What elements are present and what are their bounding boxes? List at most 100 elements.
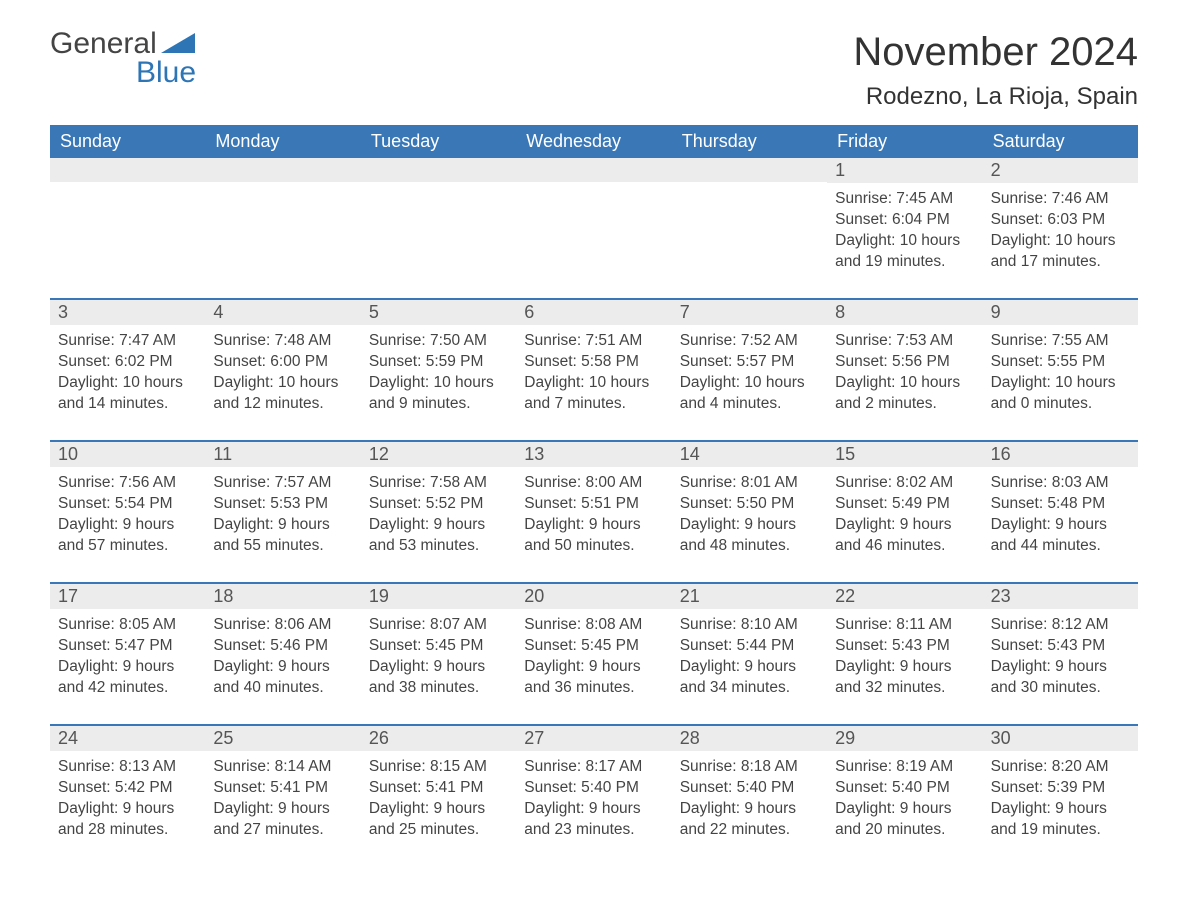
day-line-sunrise: Sunrise: 7:45 AM [835, 189, 974, 210]
day-line-day2: and 23 minutes. [524, 820, 663, 841]
day-line-day2: and 32 minutes. [835, 678, 974, 699]
weekday-header: Friday [827, 125, 982, 158]
day-line-day2: and 27 minutes. [213, 820, 352, 841]
day-line-day2: and 0 minutes. [991, 394, 1130, 415]
day-details: Sunrise: 7:58 AMSunset: 5:52 PMDaylight:… [361, 467, 516, 557]
day-cell: 29Sunrise: 8:19 AMSunset: 5:40 PMDayligh… [827, 726, 982, 846]
week-row: 10Sunrise: 7:56 AMSunset: 5:54 PMDayligh… [50, 440, 1138, 562]
day-details: Sunrise: 8:14 AMSunset: 5:41 PMDaylight:… [205, 751, 360, 841]
day-line-day1: Daylight: 9 hours [835, 799, 974, 820]
day-line-sunset: Sunset: 5:58 PM [524, 352, 663, 373]
day-number: 4 [205, 300, 360, 325]
day-number: 21 [672, 584, 827, 609]
day-line-day1: Daylight: 9 hours [58, 799, 197, 820]
day-line-sunrise: Sunrise: 8:01 AM [680, 473, 819, 494]
day-number: 27 [516, 726, 671, 751]
day-details: Sunrise: 8:19 AMSunset: 5:40 PMDaylight:… [827, 751, 982, 841]
day-details: Sunrise: 8:13 AMSunset: 5:42 PMDaylight:… [50, 751, 205, 841]
day-number: 23 [983, 584, 1138, 609]
day-number: 26 [361, 726, 516, 751]
day-line-sunset: Sunset: 6:02 PM [58, 352, 197, 373]
day-number [50, 158, 205, 182]
day-line-sunset: Sunset: 5:42 PM [58, 778, 197, 799]
day-details: Sunrise: 8:20 AMSunset: 5:39 PMDaylight:… [983, 751, 1138, 841]
day-number: 12 [361, 442, 516, 467]
day-number: 14 [672, 442, 827, 467]
day-number: 8 [827, 300, 982, 325]
day-details: Sunrise: 8:07 AMSunset: 5:45 PMDaylight:… [361, 609, 516, 699]
day-number: 2 [983, 158, 1138, 183]
day-line-sunset: Sunset: 5:55 PM [991, 352, 1130, 373]
day-line-day1: Daylight: 9 hours [524, 799, 663, 820]
day-line-sunset: Sunset: 5:41 PM [369, 778, 508, 799]
day-line-sunset: Sunset: 5:53 PM [213, 494, 352, 515]
day-line-sunset: Sunset: 5:40 PM [524, 778, 663, 799]
weekday-header: Tuesday [361, 125, 516, 158]
day-line-sunset: Sunset: 5:59 PM [369, 352, 508, 373]
day-line-day2: and 36 minutes. [524, 678, 663, 699]
day-details: Sunrise: 8:06 AMSunset: 5:46 PMDaylight:… [205, 609, 360, 699]
day-details: Sunrise: 7:57 AMSunset: 5:53 PMDaylight:… [205, 467, 360, 557]
day-line-day1: Daylight: 9 hours [991, 799, 1130, 820]
day-line-sunrise: Sunrise: 8:07 AM [369, 615, 508, 636]
day-line-sunrise: Sunrise: 8:00 AM [524, 473, 663, 494]
day-details: Sunrise: 7:52 AMSunset: 5:57 PMDaylight:… [672, 325, 827, 415]
day-line-sunrise: Sunrise: 8:05 AM [58, 615, 197, 636]
day-number [361, 158, 516, 182]
day-details: Sunrise: 7:45 AMSunset: 6:04 PMDaylight:… [827, 183, 982, 273]
day-number: 11 [205, 442, 360, 467]
day-line-sunrise: Sunrise: 8:18 AM [680, 757, 819, 778]
day-line-day2: and 14 minutes. [58, 394, 197, 415]
day-line-day2: and 20 minutes. [835, 820, 974, 841]
day-line-day1: Daylight: 10 hours [213, 373, 352, 394]
day-line-day1: Daylight: 9 hours [524, 515, 663, 536]
day-details: Sunrise: 8:00 AMSunset: 5:51 PMDaylight:… [516, 467, 671, 557]
day-cell: 13Sunrise: 8:00 AMSunset: 5:51 PMDayligh… [516, 442, 671, 562]
day-details: Sunrise: 7:48 AMSunset: 6:00 PMDaylight:… [205, 325, 360, 415]
week-row: 24Sunrise: 8:13 AMSunset: 5:42 PMDayligh… [50, 724, 1138, 846]
day-number: 16 [983, 442, 1138, 467]
day-line-day2: and 4 minutes. [680, 394, 819, 415]
day-cell: 28Sunrise: 8:18 AMSunset: 5:40 PMDayligh… [672, 726, 827, 846]
day-number: 9 [983, 300, 1138, 325]
day-line-sunset: Sunset: 6:04 PM [835, 210, 974, 231]
weekday-header-row: SundayMondayTuesdayWednesdayThursdayFrid… [50, 125, 1138, 158]
day-line-sunset: Sunset: 5:39 PM [991, 778, 1130, 799]
day-line-day1: Daylight: 9 hours [213, 657, 352, 678]
day-line-day2: and 19 minutes. [991, 820, 1130, 841]
day-line-sunset: Sunset: 5:54 PM [58, 494, 197, 515]
day-number: 17 [50, 584, 205, 609]
day-line-sunrise: Sunrise: 8:20 AM [991, 757, 1130, 778]
day-number [516, 158, 671, 182]
day-number: 10 [50, 442, 205, 467]
day-cell: 9Sunrise: 7:55 AMSunset: 5:55 PMDaylight… [983, 300, 1138, 420]
day-number: 30 [983, 726, 1138, 751]
day-cell: 25Sunrise: 8:14 AMSunset: 5:41 PMDayligh… [205, 726, 360, 846]
day-cell [205, 158, 360, 278]
day-line-sunrise: Sunrise: 8:12 AM [991, 615, 1130, 636]
day-line-sunrise: Sunrise: 7:46 AM [991, 189, 1130, 210]
week-row: 3Sunrise: 7:47 AMSunset: 6:02 PMDaylight… [50, 298, 1138, 420]
day-number: 5 [361, 300, 516, 325]
day-line-sunrise: Sunrise: 8:17 AM [524, 757, 663, 778]
day-line-day1: Daylight: 10 hours [680, 373, 819, 394]
day-line-day1: Daylight: 10 hours [524, 373, 663, 394]
day-details: Sunrise: 7:51 AMSunset: 5:58 PMDaylight:… [516, 325, 671, 415]
day-line-sunrise: Sunrise: 7:58 AM [369, 473, 508, 494]
day-line-day1: Daylight: 9 hours [835, 657, 974, 678]
day-details: Sunrise: 8:17 AMSunset: 5:40 PMDaylight:… [516, 751, 671, 841]
week-row: 17Sunrise: 8:05 AMSunset: 5:47 PMDayligh… [50, 582, 1138, 704]
day-line-sunset: Sunset: 5:57 PM [680, 352, 819, 373]
day-line-day2: and 38 minutes. [369, 678, 508, 699]
day-line-day2: and 57 minutes. [58, 536, 197, 557]
day-line-sunrise: Sunrise: 8:02 AM [835, 473, 974, 494]
day-line-sunset: Sunset: 5:51 PM [524, 494, 663, 515]
day-number [205, 158, 360, 182]
day-line-sunrise: Sunrise: 7:52 AM [680, 331, 819, 352]
day-line-sunrise: Sunrise: 8:13 AM [58, 757, 197, 778]
logo: General Blue [50, 30, 196, 87]
page-title: November 2024 [853, 30, 1138, 75]
day-cell: 26Sunrise: 8:15 AMSunset: 5:41 PMDayligh… [361, 726, 516, 846]
day-details: Sunrise: 8:05 AMSunset: 5:47 PMDaylight:… [50, 609, 205, 699]
calendar-table: SundayMondayTuesdayWednesdayThursdayFrid… [50, 125, 1138, 846]
